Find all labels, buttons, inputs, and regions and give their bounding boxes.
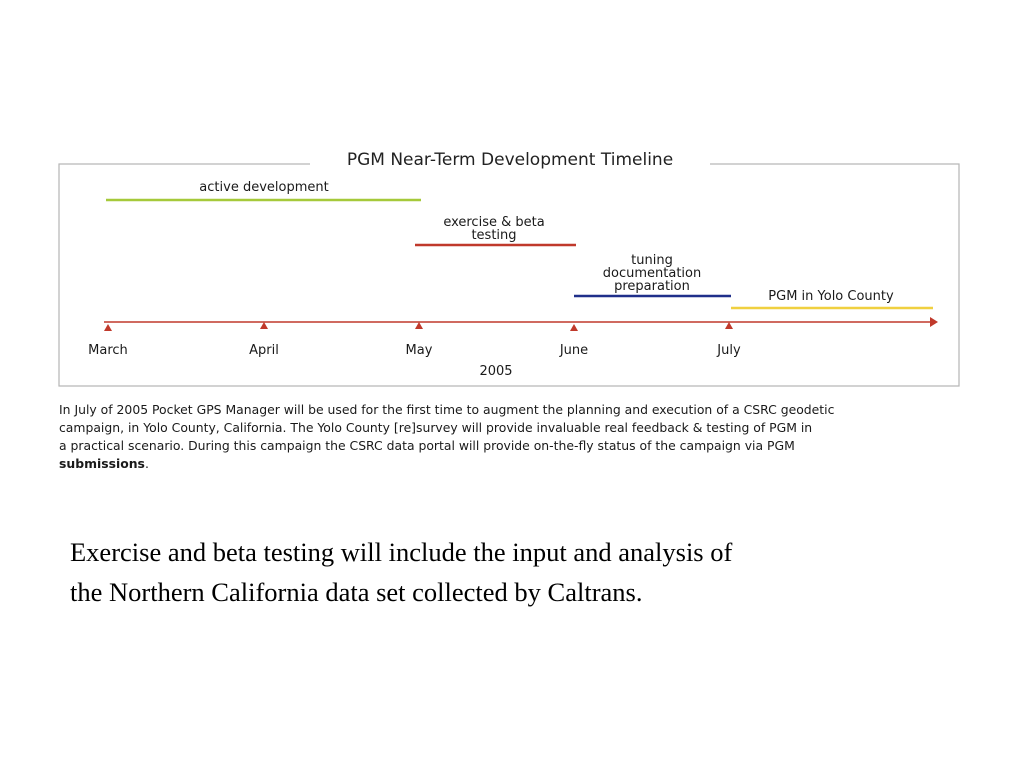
- caption-line: campaign, in Yolo County, California. Th…: [59, 420, 813, 435]
- phase-label-line: exercise & beta: [443, 215, 545, 230]
- phase-label-line: active development: [199, 180, 329, 195]
- month-label-may: May: [405, 343, 433, 358]
- month-label-march: March: [88, 343, 128, 358]
- caption-bold-word: submissions: [59, 456, 145, 471]
- phase-label-line: preparation: [614, 279, 690, 294]
- year-label: 2005: [479, 364, 513, 379]
- phase-label-active-development: active development: [184, 181, 344, 194]
- month-label-june: June: [559, 343, 589, 358]
- timeline-frame: [58, 163, 960, 387]
- body-line: Exercise and beta testing will include t…: [70, 537, 733, 567]
- phase-label-tuning-documentation: tuning documentation preparation: [572, 254, 732, 293]
- body-line: the Northern California data set collect…: [70, 577, 643, 607]
- month-marker-july: [725, 322, 733, 329]
- caption-line: a practical scenario. During this campai…: [59, 438, 795, 453]
- timeline-figure: PGM Near-Term Development Timeline activ…: [58, 150, 960, 473]
- timeline-caption: In July of 2005 Pocket GPS Manager will …: [59, 401, 959, 473]
- frame-border: [58, 163, 960, 387]
- month-marker-march: [104, 324, 112, 331]
- timeline-title: PGM Near-Term Development Timeline: [310, 150, 710, 170]
- caption-line: In July of 2005 Pocket GPS Manager will …: [59, 402, 835, 417]
- month-marker-april: [260, 322, 268, 329]
- caption-tail: .: [144, 456, 149, 471]
- phase-label-pgm-yolo-county: PGM in Yolo County: [751, 290, 911, 303]
- caption-line: submissions.: [59, 455, 959, 473]
- phase-label-line: tuning: [631, 253, 673, 268]
- month-label-april: April: [249, 343, 279, 358]
- phase-label-line: testing: [471, 228, 517, 243]
- timeline-arrowhead: [930, 317, 938, 327]
- phase-label-line: documentation: [602, 266, 702, 281]
- month-marker-may: [415, 322, 423, 329]
- month-marker-june: [570, 324, 578, 331]
- phase-label-exercise-beta-testing: exercise & beta testing: [414, 216, 574, 242]
- body-paragraph: Exercise and beta testing will include t…: [70, 532, 970, 612]
- month-label-july: July: [717, 343, 741, 358]
- phase-label-line: PGM in Yolo County: [768, 289, 894, 304]
